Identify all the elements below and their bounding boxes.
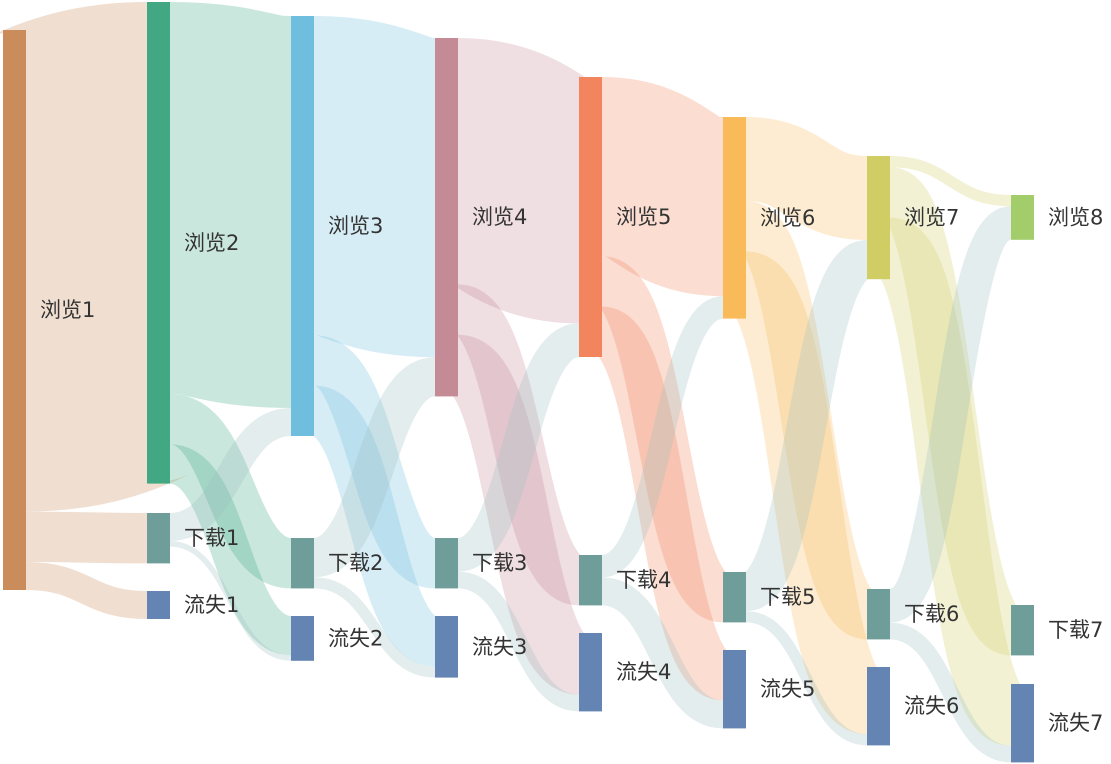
link-浏览6-浏览7 bbox=[744, 117, 869, 240]
link-浏览4-流失4 bbox=[447, 334, 590, 695]
link-浏览2-下载2 bbox=[166, 394, 295, 589]
node-label-下载1: 下载1 bbox=[184, 526, 239, 550]
node-label-浏览3: 浏览3 bbox=[328, 214, 383, 238]
node-下载3 bbox=[435, 538, 458, 589]
node-label-浏览8: 浏览8 bbox=[1048, 205, 1103, 229]
node-label-下载5: 下载5 bbox=[760, 585, 815, 609]
link-浏览7-流失7 bbox=[875, 217, 1026, 746]
link-浏览5-浏览6 bbox=[597, 77, 728, 297]
node-label-下载2: 下载2 bbox=[328, 551, 383, 575]
node-label-下载3: 下载3 bbox=[472, 551, 527, 575]
node-下载4 bbox=[579, 555, 602, 606]
node-label-流失5: 流失5 bbox=[760, 677, 815, 701]
node-浏览6 bbox=[723, 117, 746, 319]
link-浏览6-流失6 bbox=[730, 251, 883, 735]
node-流失5 bbox=[723, 650, 746, 729]
nodes-layer bbox=[3, 2, 1034, 763]
node-label-流失1: 流失1 bbox=[184, 593, 239, 617]
node-流失1 bbox=[147, 591, 170, 619]
node-浏览2 bbox=[147, 2, 170, 484]
node-label-下载6: 下载6 bbox=[904, 602, 959, 626]
node-label-流失2: 流失2 bbox=[328, 626, 383, 650]
link-下载3-流失4 bbox=[457, 571, 580, 712]
link-浏览5-下载5 bbox=[594, 256, 731, 623]
node-label-流失4: 流失4 bbox=[616, 660, 671, 684]
link-下载5-流失6 bbox=[745, 611, 868, 746]
node-label-浏览2: 浏览2 bbox=[184, 231, 239, 255]
node-label-流失3: 流失3 bbox=[472, 635, 527, 659]
node-label-浏览5: 浏览5 bbox=[616, 205, 671, 229]
link-下载6-流失7 bbox=[889, 622, 1012, 763]
node-下载1 bbox=[147, 513, 170, 564]
link-下载6-浏览8 bbox=[885, 206, 1016, 623]
node-浏览5 bbox=[579, 77, 602, 357]
node-label-浏览7: 浏览7 bbox=[904, 206, 959, 230]
node-流失2 bbox=[291, 616, 314, 661]
link-下载2-浏览4 bbox=[310, 357, 439, 578]
link-下载2-流失3 bbox=[313, 577, 436, 678]
link-浏览1-下载1 bbox=[25, 511, 148, 564]
link-下载3-浏览5 bbox=[454, 323, 583, 572]
node-label-下载4: 下载4 bbox=[616, 568, 671, 592]
link-浏览7-浏览8 bbox=[889, 156, 1012, 207]
node-流失6 bbox=[867, 667, 890, 746]
link-下载4-浏览6 bbox=[599, 296, 726, 578]
node-流失3 bbox=[435, 616, 458, 678]
link-浏览3-下载3 bbox=[309, 335, 440, 589]
node-浏览4 bbox=[435, 38, 458, 397]
link-浏览1-流失1 bbox=[25, 562, 148, 619]
link-浏览2-流失2 bbox=[167, 444, 294, 656]
node-label-流失6: 流失6 bbox=[904, 694, 959, 718]
link-浏览3-流失3 bbox=[309, 385, 440, 667]
link-浏览7-下载7 bbox=[879, 167, 1022, 656]
node-label-浏览4: 浏览4 bbox=[472, 205, 527, 229]
node-流失4 bbox=[579, 633, 602, 712]
labels-layer: 浏览1 浏览2 下载1 流失1 浏览3 下载2 流失2 浏览4 下载3 流失3 浏览5 下载4 流失4 浏… bbox=[40, 205, 1103, 735]
node-浏览1 bbox=[3, 30, 26, 590]
node-浏览8 bbox=[1011, 195, 1034, 240]
node-label-下载7: 下载7 bbox=[1048, 618, 1103, 642]
link-下载1-流失2 bbox=[169, 541, 292, 661]
links-layer bbox=[0, 2, 1026, 763]
link-下载1-浏览3 bbox=[168, 408, 293, 541]
link-下载5-浏览7 bbox=[741, 240, 872, 612]
link-浏览2-浏览3 bbox=[166, 2, 295, 408]
node-下载6 bbox=[867, 589, 890, 640]
node-流失7 bbox=[1011, 684, 1034, 763]
link-浏览4-浏览5 bbox=[442, 38, 595, 324]
node-下载7 bbox=[1011, 605, 1034, 656]
link-下载4-流失5 bbox=[600, 577, 725, 729]
node-label-浏览1: 浏览1 bbox=[40, 298, 95, 322]
node-下载5 bbox=[723, 572, 746, 623]
link-浏览1-浏览2 bbox=[0, 2, 195, 512]
node-label-浏览6: 浏览6 bbox=[760, 206, 815, 230]
node-浏览3 bbox=[291, 16, 314, 436]
link-浏览5-流失5 bbox=[593, 306, 732, 701]
node-label-流失7: 流失7 bbox=[1048, 711, 1103, 735]
link-浏览6-下载6 bbox=[736, 201, 877, 640]
node-浏览7 bbox=[867, 156, 890, 280]
link-浏览3-浏览4 bbox=[309, 16, 440, 358]
link-浏览4-下载4 bbox=[451, 284, 586, 606]
node-下载2 bbox=[291, 538, 314, 589]
